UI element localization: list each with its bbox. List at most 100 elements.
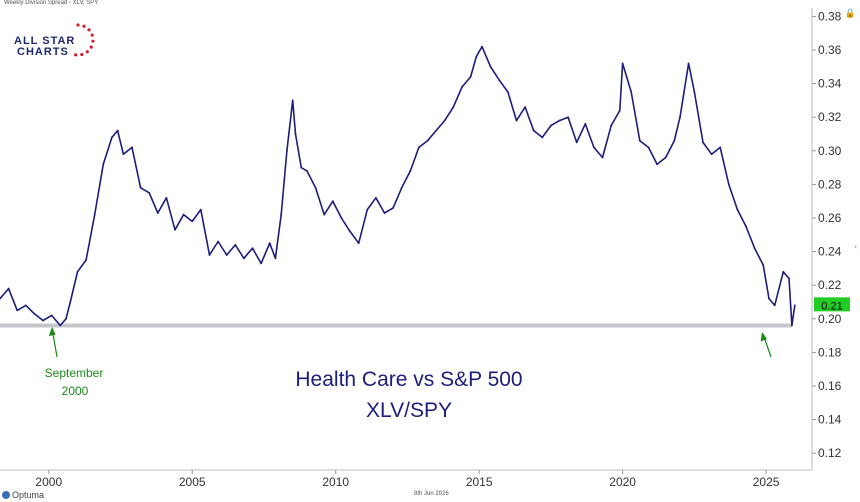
logo-star <box>76 23 80 27</box>
data-point <box>69 301 72 303</box>
data-point <box>291 99 294 102</box>
data-point <box>584 123 587 125</box>
last-value-text: 0.21 <box>821 300 842 312</box>
data-point <box>727 183 730 186</box>
data-point <box>647 146 650 149</box>
chart-header-title: Weekly Division Spread - XLV, SPY <box>4 0 99 6</box>
data-point <box>693 91 696 93</box>
data-point <box>294 133 297 135</box>
data-point <box>621 62 624 65</box>
data-point <box>664 156 667 159</box>
data-point <box>392 207 394 209</box>
data-point <box>638 139 641 142</box>
data-point <box>593 146 595 149</box>
data-point <box>791 324 793 327</box>
y-tick-label: 0.30 <box>818 144 842 158</box>
data-point <box>306 170 308 172</box>
data-point <box>42 319 44 322</box>
y-tick-label: 0.36 <box>818 43 842 57</box>
data-point <box>148 191 151 194</box>
right-arrow-head-icon <box>760 332 767 342</box>
y-tick-label: 0.32 <box>818 110 842 124</box>
data-point <box>102 163 105 166</box>
data-point <box>558 119 561 122</box>
data-point <box>400 186 403 189</box>
data-point <box>426 139 429 142</box>
data-point <box>524 106 526 109</box>
data-point <box>618 109 621 112</box>
data-point <box>208 254 211 256</box>
data-point <box>793 304 796 307</box>
data-point <box>0 297 1 300</box>
data-point <box>374 196 377 199</box>
data-point <box>174 228 176 231</box>
data-point <box>475 55 478 58</box>
data-point <box>461 86 463 88</box>
data-point <box>234 243 237 246</box>
logo-line1: ALL STAR <box>14 35 75 47</box>
collapse-arrow-icon[interactable]: ‹ <box>854 242 857 251</box>
data-point <box>610 124 613 127</box>
data-point <box>768 297 770 300</box>
center-title-line1: Health Care vs S&P 500 <box>295 368 522 391</box>
data-point <box>702 141 704 144</box>
data-point <box>156 212 159 214</box>
data-point <box>753 247 756 250</box>
data-point <box>59 324 62 327</box>
data-point <box>268 242 271 245</box>
optuma-logo-icon <box>2 491 10 499</box>
data-point <box>33 312 36 315</box>
data-point <box>541 136 544 139</box>
y-tick-label: 0.14 <box>818 413 842 427</box>
series-line <box>0 45 796 327</box>
data-point <box>16 309 19 312</box>
all-star-charts-logo: ALL STAR CHARTS <box>14 23 95 58</box>
left-label-line2: 2000 <box>62 384 89 398</box>
data-point <box>498 79 501 82</box>
left-annotation: September 2000 <box>45 327 103 398</box>
data-point <box>630 91 633 93</box>
logo-star <box>80 52 84 57</box>
data-point <box>199 208 202 211</box>
data-point <box>549 124 552 127</box>
logo-star <box>89 45 93 49</box>
data-point <box>435 129 438 132</box>
data-point <box>418 146 420 149</box>
footer-brand: Optuma <box>2 490 44 500</box>
data-point <box>85 259 87 261</box>
data-point <box>274 257 277 260</box>
lock-icon[interactable]: 🔒 <box>844 8 856 18</box>
data-point <box>601 156 604 159</box>
data-point <box>383 212 386 214</box>
data-point <box>116 129 119 132</box>
data-point <box>323 213 326 216</box>
left-arrow-head-icon <box>48 327 56 336</box>
data-point <box>165 196 168 199</box>
data-point <box>788 277 790 280</box>
data-point <box>242 257 245 260</box>
logo-line2: CHARTS <box>17 46 69 58</box>
data-point <box>65 317 67 320</box>
data-point <box>357 242 360 245</box>
data-point <box>532 129 535 132</box>
data-point <box>217 240 219 243</box>
y-tick-label: 0.38 <box>818 9 842 23</box>
data-point <box>673 139 676 142</box>
data-point <box>567 116 570 119</box>
y-tick-label: 0.20 <box>818 312 842 326</box>
data-point <box>7 287 10 290</box>
data-point <box>736 208 739 211</box>
data-point <box>409 170 412 172</box>
data-point <box>489 65 492 68</box>
data-point <box>506 91 509 93</box>
y-tick-label: 0.26 <box>818 211 842 225</box>
data-point <box>286 149 288 152</box>
data-point <box>782 270 785 273</box>
data-point <box>76 270 79 273</box>
data-point <box>131 146 133 149</box>
data-point <box>314 186 317 189</box>
data-point <box>191 220 194 223</box>
data-point <box>366 208 369 211</box>
x-tick-label: 2015 <box>466 475 493 489</box>
